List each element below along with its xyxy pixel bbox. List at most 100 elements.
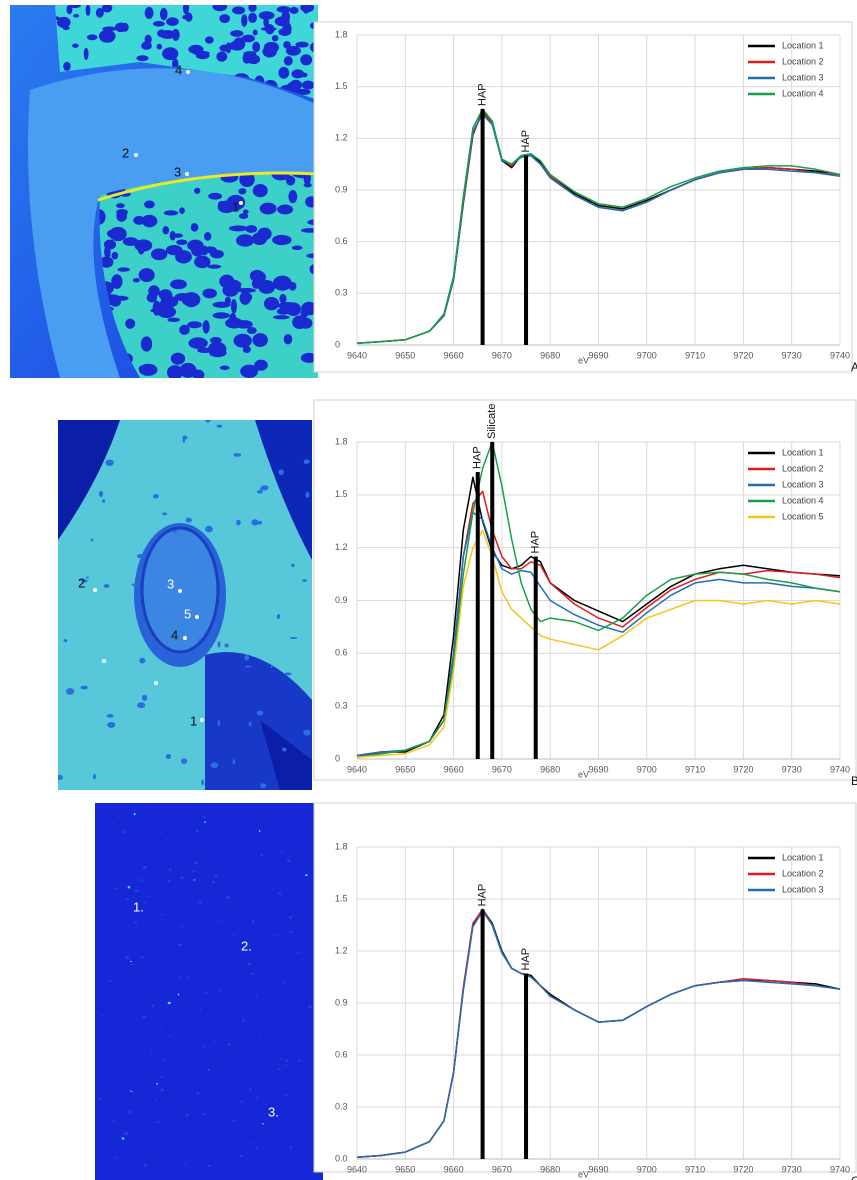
texture [127,1018,129,1020]
texture [258,1036,261,1039]
y-tick-label: 0.3 [335,288,348,298]
legend-label: Location 2 [782,56,824,66]
x-tick-label: 9660 [444,764,464,774]
texture [127,886,131,889]
texture [170,352,186,365]
texture [186,976,189,980]
texture [162,1059,167,1061]
texture [276,614,281,619]
texture [163,210,179,216]
texture [289,1145,293,1150]
annotation-label: HAP [520,130,532,153]
point-label: 5 [184,606,191,621]
texture [251,920,255,923]
x-tick-label: 9640 [347,1164,367,1174]
texture [144,6,154,19]
texture [167,317,180,323]
texture [303,7,309,14]
texture [273,935,277,937]
texture [85,576,89,579]
texture [204,820,206,824]
texture [134,921,138,925]
texture [162,47,179,61]
texture [259,202,277,215]
texture [157,305,177,318]
texture [264,1073,267,1075]
legend-label: Location 2 [782,463,824,473]
texture [242,345,251,354]
texture [111,274,123,289]
texture [300,54,313,66]
texture [128,1110,131,1114]
texture [195,1092,200,1095]
texture [219,365,230,371]
point-label: 3 [167,576,174,591]
texture [101,5,113,13]
x-tick-label: 9730 [782,764,802,774]
y-tick-label: 0.0 [335,1153,348,1163]
texture [239,1101,243,1103]
texture [136,55,149,62]
texture [304,874,308,877]
texture [83,47,89,61]
texture [278,966,280,970]
texture [115,203,125,209]
texture [129,1089,133,1093]
texture [150,1054,153,1057]
texture [245,225,258,233]
texture [202,1113,207,1116]
texture [144,200,155,209]
texture [288,916,293,920]
y-tick-label: 1.8 [335,29,348,39]
panel-label: A [851,360,857,374]
texture [170,279,187,290]
y-tick-label: 1.8 [335,436,348,446]
annotation-label: Silicate [486,404,498,439]
texture [176,239,188,246]
texture [63,61,71,71]
texture [141,214,158,228]
texture [278,1067,281,1071]
texture [166,17,179,26]
texture [182,15,188,20]
x-tick-label: 9720 [733,1164,753,1174]
texture [161,34,167,39]
texture [98,29,116,43]
y-tick-label: 0.3 [335,1101,348,1111]
texture [278,28,292,36]
texture [162,226,170,235]
texture [167,879,171,883]
texture [99,209,106,225]
texture [217,720,221,727]
texture [104,244,111,259]
texture [212,5,228,12]
texture [252,1142,255,1145]
texture [209,249,224,259]
texture [179,207,185,215]
texture [288,189,298,204]
texture [217,641,221,648]
texture [278,891,282,895]
texture [295,41,309,48]
y-tick-label: 1.5 [335,893,348,903]
y-tick-label: 0.6 [335,236,348,246]
texture [283,1038,285,1040]
texture [161,913,164,916]
texture [207,264,222,269]
texture [143,901,146,904]
texture [251,519,259,526]
texture [182,435,188,440]
texture [139,657,146,664]
texture [161,512,168,516]
texture [277,204,294,215]
texture [148,285,160,298]
texture [169,230,176,241]
texture [202,288,217,299]
texture [203,1044,206,1049]
texture [178,975,181,979]
texture [283,41,291,49]
texture [257,520,263,525]
texture [232,758,236,765]
point-label: 1. [133,899,144,914]
y-tick-label: 0.6 [335,648,348,658]
